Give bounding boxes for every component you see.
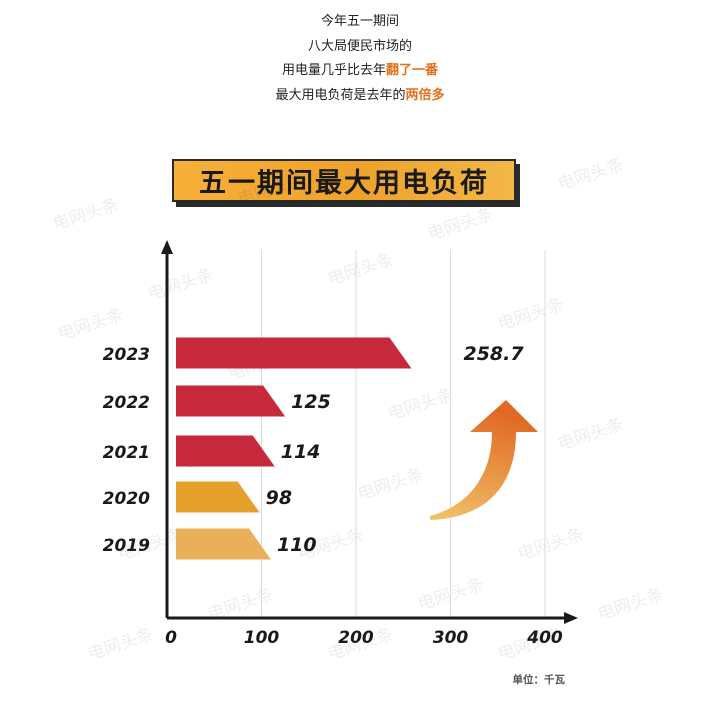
chart-title: 五一期间最大用电负荷 (172, 159, 516, 202)
watermark-text: 电网头条 (515, 525, 586, 565)
growth-arrow-icon (430, 400, 538, 520)
y-axis-arrow (161, 240, 173, 254)
watermark-text: 电网头条 (555, 155, 626, 195)
x-tick-label: 300 (433, 628, 469, 648)
x-axis-arrow (564, 612, 578, 624)
intro-line-3-highlight: 翻了一番 (386, 63, 439, 78)
category-label: 2021 (103, 443, 150, 463)
watermark-text: 电网头条 (595, 585, 666, 625)
category-label: 2020 (103, 489, 150, 509)
watermark-text: 电网头条 (355, 465, 426, 505)
category-label: 2019 (103, 536, 150, 556)
value-label: 125 (291, 391, 331, 413)
intro-line-4: 最大用电负荷是去年的两倍多 (0, 84, 720, 109)
intro-line-4-highlight: 两倍多 (405, 87, 445, 103)
watermark-text: 电网头条 (495, 295, 566, 335)
watermark-text: 电网头条 (85, 625, 156, 665)
bar-2019 (176, 528, 271, 560)
bar-2022 (176, 385, 286, 417)
value-label: 258.7 (463, 343, 524, 365)
x-tick-label: 100 (244, 628, 280, 648)
bar-2023 (176, 337, 412, 369)
intro-line-3: 用电量几乎比去年翻了一番 (0, 59, 720, 84)
watermark-text: 电网头条 (425, 205, 496, 245)
x-tick-label: 200 (338, 628, 374, 648)
watermark-text: 电网头条 (145, 265, 216, 305)
intro-line-3-text: 用电量几乎比去年 (281, 63, 386, 78)
intro-text: 今年五一期间 八大局便民市场的 用电量几乎比去年翻了一番 最大用电负荷是去年的两… (0, 10, 720, 108)
bar-2021 (176, 435, 275, 467)
watermark-text: 电网头条 (235, 170, 306, 210)
bar-2020 (176, 481, 260, 513)
watermark-text: 电网头条 (50, 195, 121, 235)
chart-title-banner: 五一期间最大用电负荷 (172, 159, 522, 209)
unit-label: 单位：千瓦 (513, 673, 566, 686)
x-tick-label: 400 (526, 628, 563, 648)
category-label: 2022 (103, 393, 150, 413)
value-label: 110 (277, 534, 317, 556)
watermark-text: 电网头条 (325, 250, 396, 290)
category-label: 2023 (103, 345, 150, 365)
intro-line-4-text: 最大用电负荷是去年的 (275, 87, 406, 103)
watermark-text: 电网头条 (55, 305, 126, 345)
x-tick-label: 0 (165, 628, 177, 648)
value-label: 98 (266, 487, 292, 509)
intro-line-2: 八大局便民市场的 (307, 38, 412, 54)
intro-line-1: 今年五一期间 (320, 14, 399, 29)
watermark-text: 电网头条 (555, 415, 626, 455)
value-label: 114 (281, 441, 321, 463)
watermark-text: 电网头条 (385, 385, 456, 425)
